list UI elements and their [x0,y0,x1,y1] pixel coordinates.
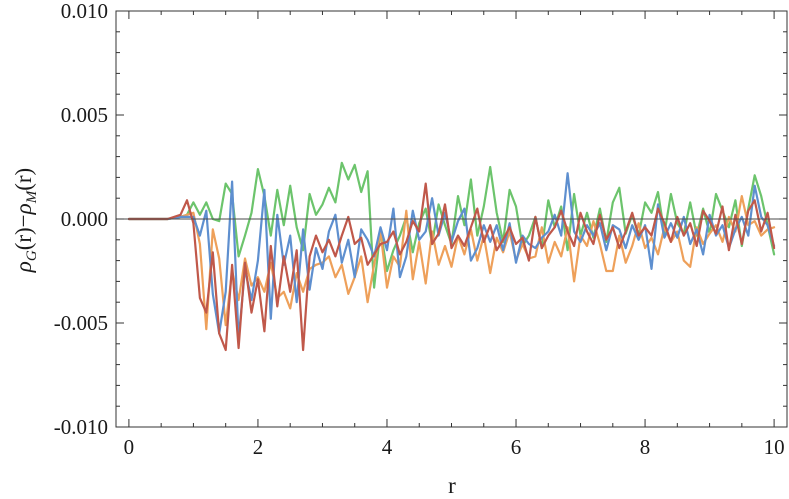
y-label-minus: − [11,214,36,227]
x-tick-label: 6 [511,435,522,459]
x-tick-label: 2 [253,435,264,459]
x-tick-label: 8 [640,435,651,459]
y-tick-label: -0.010 [54,415,108,439]
x-tick-label: 10 [764,435,785,459]
series-line-3 [127,172,776,341]
y-tick-label: 0.005 [61,103,108,127]
y-axis-label: ρG(r)−ρM(r) [11,168,40,273]
y-tick-label: 0.010 [61,0,108,23]
series-lines [127,161,776,352]
series-line-1 [127,161,776,289]
y-label-arg-2: (r) [11,168,36,191]
y-tick-label: -0.005 [54,311,108,335]
y-label-rho-1: ρ [11,261,36,273]
axes [115,10,788,428]
y-label-rho-2: ρ [11,203,36,215]
x-tick-label: 0 [124,435,135,459]
series-line-4 [127,182,776,352]
x-tick-label: 4 [382,435,393,459]
y-tick-label: 0.000 [61,207,108,231]
y-label-arg-1: (r) [11,227,36,250]
x-axis-label: r [448,473,456,498]
y-label-sub-1: G [24,250,40,261]
y-label-sub-2: M [24,189,40,204]
ticks: 0 2 4 6 8 10 -0.010 -0.005 0.000 0.005 0.010 [54,0,787,459]
